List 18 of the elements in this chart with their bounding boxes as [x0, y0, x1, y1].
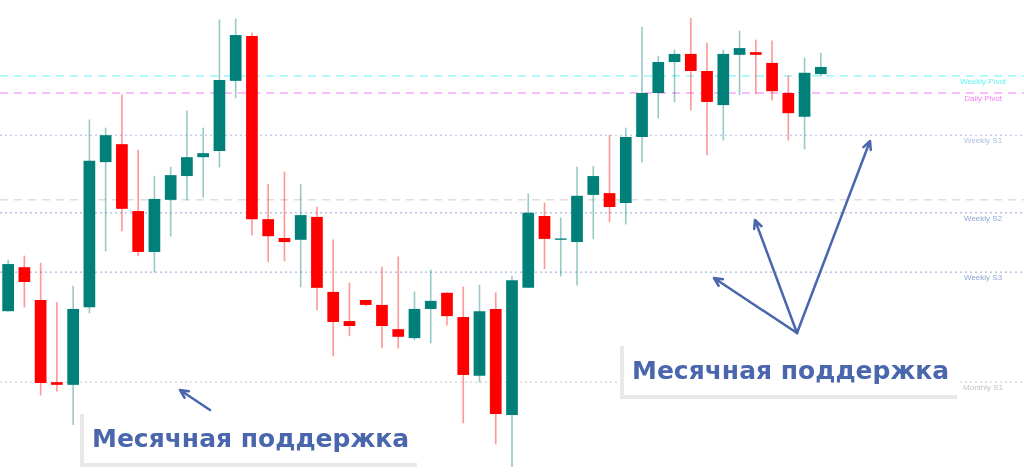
ref-line-label: Weekly S1 [963, 136, 1003, 146]
candlestick [424, 269, 437, 344]
candlestick [294, 183, 307, 288]
ref-line-label: Weekly S2 [963, 214, 1003, 224]
candlestick [51, 301, 63, 392]
candlestick [554, 217, 567, 277]
candlestick [749, 39, 762, 95]
ref-line-label: Weekly Pivot [959, 77, 1007, 87]
candlestick [392, 256, 405, 349]
candlestick [262, 183, 275, 263]
annotation: Месячная поддержка [80, 414, 418, 467]
candlestick [327, 239, 340, 357]
candlestick [197, 127, 210, 198]
candlestick [684, 18, 697, 111]
annotation: Месячная поддержка [620, 346, 958, 399]
ref-line-label: Weekly S3 [963, 273, 1003, 283]
candlestick [181, 110, 193, 201]
ref-line-label: Daily Pivot [964, 94, 1003, 104]
